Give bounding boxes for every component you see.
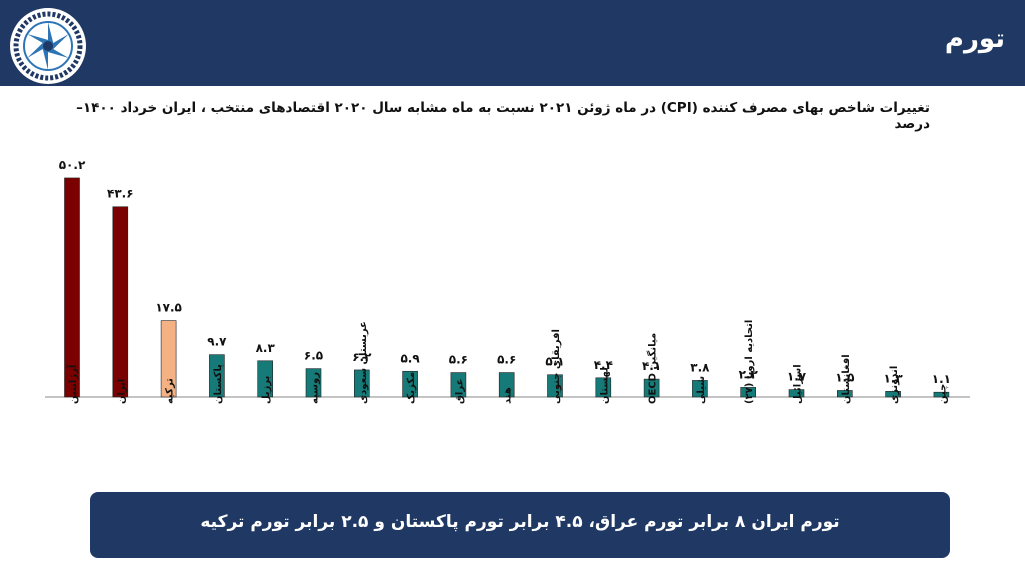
category-label: ترکیه (165, 378, 176, 404)
bar (450, 372, 467, 398)
category-label: مکزیک (406, 372, 417, 404)
category-label: افغانستان (841, 354, 852, 404)
bar-value-label: ۱.۳ (883, 371, 903, 385)
bar-value-label: ۸.۳ (256, 341, 276, 355)
bar (692, 380, 708, 398)
category-label: افریقای جنوبی (551, 329, 562, 404)
bar-value-label: ۱.۵ (835, 370, 854, 384)
category-label: پاکستان (213, 364, 224, 404)
category-label: آرژانتین (66, 364, 79, 404)
category-label: اتحادیه اروپا (۲۷) (744, 320, 755, 404)
bar-value-label: ۴۳.۶ (107, 187, 134, 201)
bar-value-label: ۶.۵ (304, 349, 323, 363)
category-label: چین (937, 384, 948, 404)
logo-icon (10, 8, 86, 84)
bar (643, 378, 660, 398)
bars-group (64, 177, 950, 398)
page-title: تورم (944, 24, 1005, 54)
bar-value-label: ۶.۲ (352, 350, 372, 364)
bar (933, 391, 950, 398)
bar-value-label: ۳.۸ (690, 360, 710, 374)
bar (402, 370, 418, 398)
bar (885, 391, 901, 398)
category-label: میانگین OECD (646, 333, 659, 404)
bar-value-label: ۲.۲ (739, 367, 759, 381)
bar (788, 389, 805, 398)
bar (305, 368, 322, 398)
summary-text: تورم ایران ۸ برابر تورم عراق، ۴.۵ برابر … (200, 512, 840, 532)
bar-value-label: ۹.۷ (207, 335, 227, 349)
bar-value-label: ۵.۶ (497, 353, 516, 367)
bar (353, 369, 370, 398)
bar (257, 360, 274, 398)
bar (740, 387, 757, 398)
bar (209, 354, 225, 398)
bar (836, 390, 853, 398)
bar (498, 372, 515, 398)
bar-value-label: ۱۷.۵ (155, 301, 182, 315)
bar (64, 177, 80, 398)
category-label: ایران (116, 379, 127, 404)
bar (547, 374, 563, 398)
category-label: عربستان سعودی (358, 321, 369, 404)
category-label: لهستان (599, 367, 610, 404)
category-label: اسرائیل (793, 364, 804, 404)
bar (595, 377, 612, 398)
category-label: برزیل (261, 376, 272, 404)
category-label: روسیه (310, 372, 321, 404)
bar (112, 206, 129, 398)
bar-value-label: ۱.۷ (787, 370, 807, 384)
category-label: اندونزی (889, 366, 900, 404)
bar-value-label: ۴.۴ (594, 358, 613, 372)
bar-value-label: ۴.۱ (642, 359, 661, 373)
bar-value-label: ۵.۱ (545, 355, 564, 369)
bar-value-label: ۵۰.۲ (59, 158, 86, 172)
summary-banner: تورم ایران ۸ برابر تورم عراق، ۴.۵ برابر … (90, 492, 950, 558)
category-label: هند (503, 387, 514, 404)
category-labels-group: آرژانتین ایران ترکیه پاکستان برزیل روسیه عربست… (66, 320, 948, 404)
bar-chart: ۵۰.۲ ۴۳.۶ ۱۷.۵ ۹.۷ ۸.۳ ۶.۵ ۶.۲ ۵.۹ ۵.۶ ۵.۶ ۵.۱ ۴.۴ ۴… (45, 158, 970, 404)
bar-value-label: ۱.۱ (932, 372, 951, 386)
bar (160, 320, 177, 398)
category-label: شیلی (696, 376, 707, 404)
chart-title: تغییرات شاخص بهای مصرف کننده (CPI) در ما… (76, 100, 930, 132)
bar-value-label: ۵.۹ (400, 351, 420, 365)
value-labels-group: ۵۰.۲ ۴۳.۶ ۱۷.۵ ۹.۷ ۸.۳ ۶.۵ ۶.۲ ۵.۹ ۵.۶ ۵.۶ ۵.۱ ۴.۴ ۴… (59, 158, 951, 386)
header-bar: تورم (0, 0, 1025, 86)
category-label: عراق (454, 379, 465, 404)
bar-value-label: ۵.۶ (449, 353, 468, 367)
